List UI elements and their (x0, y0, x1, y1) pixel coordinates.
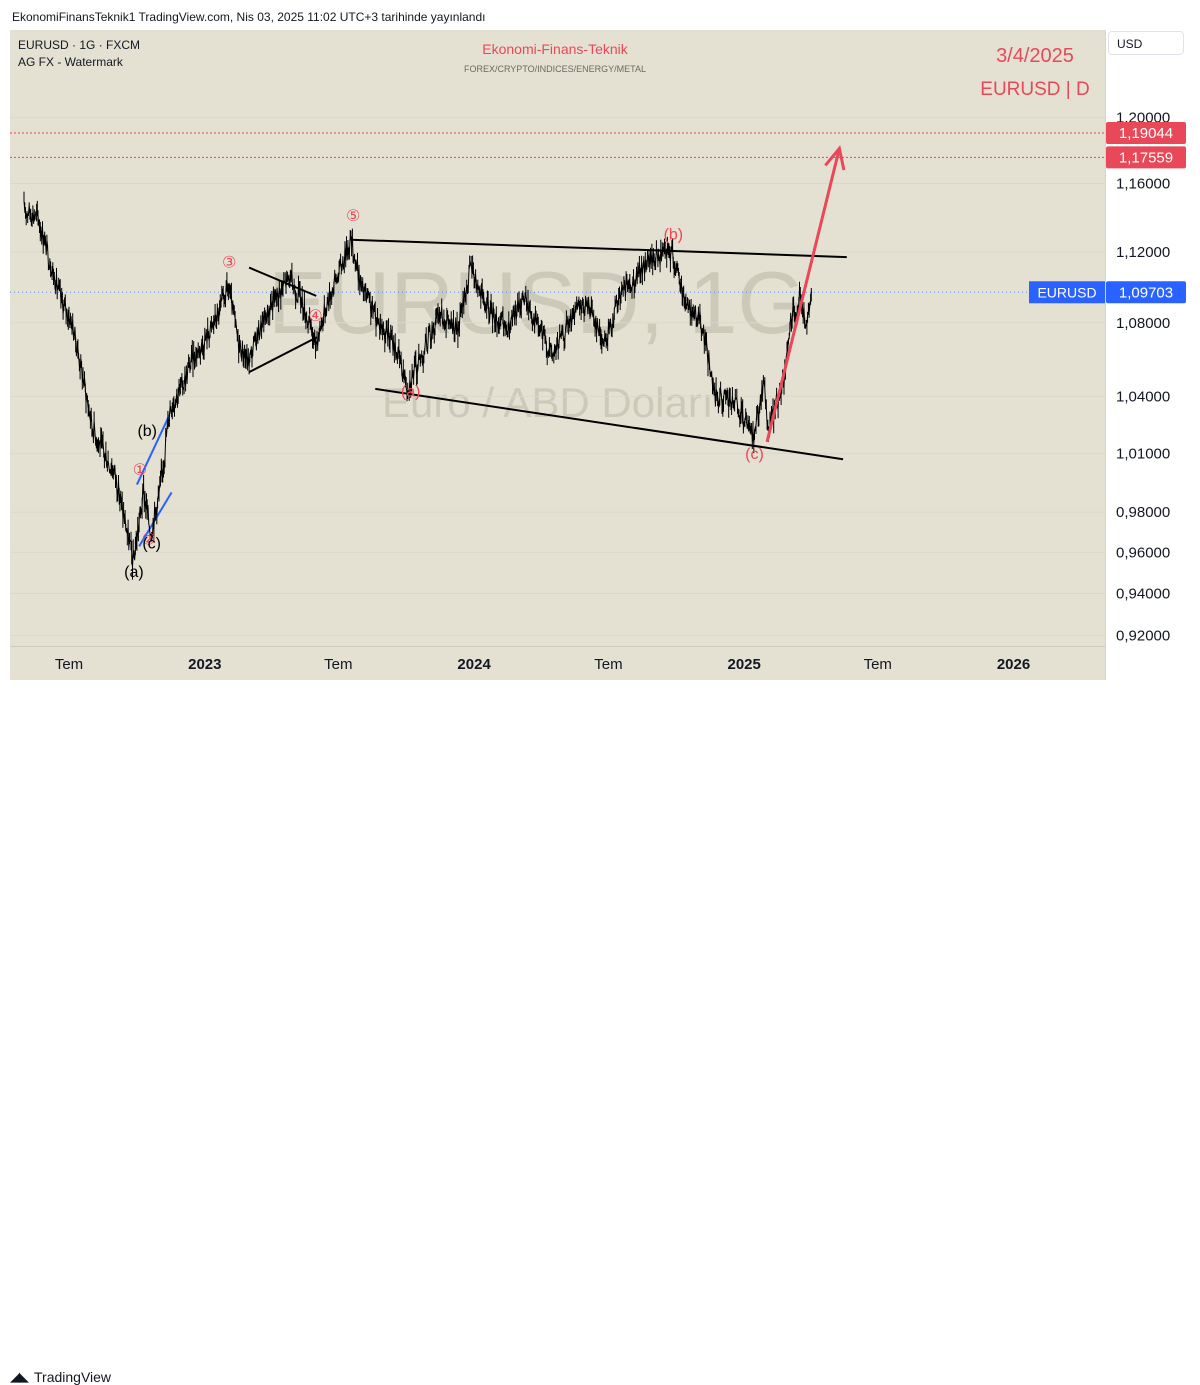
footer-bar: ◢◣ TradingView (0, 680, 1200, 1385)
wave-label: (c) (142, 535, 161, 552)
wave-label: ⑤ (346, 208, 360, 225)
brand-title: Ekonomi-Finans-Teknik (482, 41, 628, 57)
eurusd-price-line (23, 191, 813, 580)
x-tick-label: Tem (594, 656, 622, 673)
level-price-label: 1,19044 (1119, 125, 1173, 142)
symbol-info: EURUSD · 1G · FXCM (18, 38, 140, 52)
gridlines (10, 116, 1105, 636)
y-tick-label: 1,01000 (1116, 445, 1170, 462)
wave-labels: ① ② ③ ④ ⑤ (a) (b) (c) (a) (b) (c) (124, 208, 764, 581)
publish-caption: EkonomiFinansTeknik1 TradingView.com, Ni… (12, 10, 486, 24)
lower-channel-line (375, 387, 844, 461)
symbol-price-tag (1029, 281, 1105, 304)
wave-label: ④ (308, 308, 322, 325)
x-axis-svg: Tem 2023 Tem 2024 Tem 2025 Tem 2026 (55, 656, 1030, 673)
wave-label: ③ (222, 255, 236, 272)
x-tick-label: Tem (864, 656, 892, 673)
annotation-pair: EURUSD | D (980, 79, 1089, 100)
upper-channel-line (350, 238, 847, 259)
last-price-tag (1106, 281, 1186, 304)
y-axis[interactable]: 1,20000 1,16000 1,12000 1,08000 1,04000 1,010… (1105, 30, 1191, 680)
x-axis[interactable]: Tem 2023 Tem 2024 Tem 2025 Tem 2026 (10, 646, 1105, 681)
y-tick-label: 1,08000 (1116, 315, 1170, 332)
price-series (23, 191, 813, 580)
level-price-label: 1,17559 (1119, 149, 1173, 166)
wave-label: (b) (664, 227, 684, 244)
tradingview-logo-icon: ◢◣ (10, 1369, 29, 1384)
wave-label: ② (142, 531, 156, 548)
x-tick-label: 2023 (188, 656, 221, 673)
watermark-description: Euro / ABD Doları (382, 379, 713, 426)
target-arrow-shaft (765, 148, 841, 443)
annotation-date: 3/4/2025 (996, 45, 1074, 67)
channel-a-blue-line (136, 414, 171, 485)
wave-label: ① (133, 462, 147, 479)
chart-svg: EURUSD, 1G Euro / ABD Doları ① ② ③ ④ ⑤ (a) (b)… (10, 38, 1105, 636)
x-tick-label: Tem (324, 656, 352, 673)
y-tick-label: 1,12000 (1116, 244, 1170, 261)
target-arrow-head (824, 145, 846, 171)
wave-label: (a) (401, 383, 421, 400)
header-bar: EkonomiFinansTeknik1 TradingView.com, Ni… (0, 0, 1200, 30)
y-tick-label: 1,04000 (1116, 388, 1170, 405)
wave-label: (b) (137, 423, 157, 440)
x-tick-label: 2025 (727, 656, 760, 673)
horizontal-levels (10, 132, 1105, 293)
x-tick-label: 2024 (457, 656, 491, 673)
currency-button[interactable]: USD (1108, 31, 1184, 55)
triangle-bottom-line (248, 336, 318, 374)
last-price-marker: EURUSD (1029, 281, 1105, 304)
y-tick-label: 0,98000 (1116, 504, 1170, 521)
watermark-symbol: EURUSD, 1G (268, 253, 806, 352)
wave-label: (c) (745, 446, 764, 463)
x-tick-label: Tem (55, 656, 83, 673)
level-price-tag (1106, 146, 1186, 169)
y-tick-label: 0,92000 (1116, 627, 1170, 644)
y-tick-label: 0,94000 (1116, 585, 1170, 602)
tradingview-logo[interactable]: ◢◣ TradingView (10, 1369, 111, 1385)
chart-plot-area[interactable]: EURUSD, 1G Euro / ABD Doları ① ② ③ ④ ⑤ (a) (b)… (10, 30, 1105, 646)
symbol-subinfo: AG FX - Watermark (18, 55, 124, 69)
wave-label: (a) (124, 564, 144, 581)
y-axis-svg: 1,200001,160001,120001,080001,040001,010… (1106, 109, 1186, 644)
y-tick-label: 1,16000 (1116, 175, 1170, 192)
symbol-price-label: EURUSD (1037, 284, 1096, 300)
tradingview-brand: TradingView (34, 1369, 112, 1385)
brand-subtitle: FOREX/CRYPTO/INDICES/ENERGY/METAL (464, 64, 646, 74)
y-tick-label: 0,96000 (1116, 544, 1170, 561)
target-arrow (765, 145, 846, 443)
last-price-value: 1,09703 (1119, 284, 1173, 301)
x-tick-label: 2026 (997, 656, 1030, 673)
level-price-tag (1106, 121, 1186, 144)
